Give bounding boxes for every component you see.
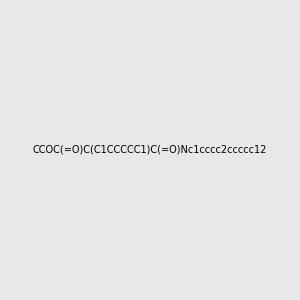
Text: CCOC(=O)C(C1CCCCC1)C(=O)Nc1cccc2ccccc12: CCOC(=O)C(C1CCCCC1)C(=O)Nc1cccc2ccccc12	[33, 145, 267, 155]
